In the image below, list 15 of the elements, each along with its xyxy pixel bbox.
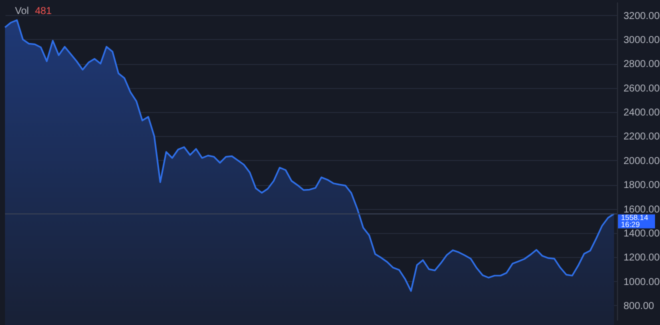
annotation: Vol [15,6,29,17]
y-tick-label: 2000.00 [624,156,660,167]
y-tick-label: 2800.00 [624,59,660,70]
y-tick-label: 1600.00 [624,204,660,216]
y-tick-label: 1000.00 [624,276,660,288]
y-tick-label: 1800.00 [624,180,660,192]
y-tick-label: 1200.00 [624,252,660,264]
y-tick-label: 800.00 [624,300,655,312]
y-tick-label: 3200.00 [624,10,660,22]
y-tick-label: 1400.00 [624,228,660,240]
y-tick-label: 2400.00 [624,108,660,119]
y-tick-label: 2200.00 [624,132,660,143]
y-tick-label: 3000.00 [624,34,660,46]
annotation: 481 [35,6,52,17]
y-tick-label: 2600.00 [624,83,660,94]
